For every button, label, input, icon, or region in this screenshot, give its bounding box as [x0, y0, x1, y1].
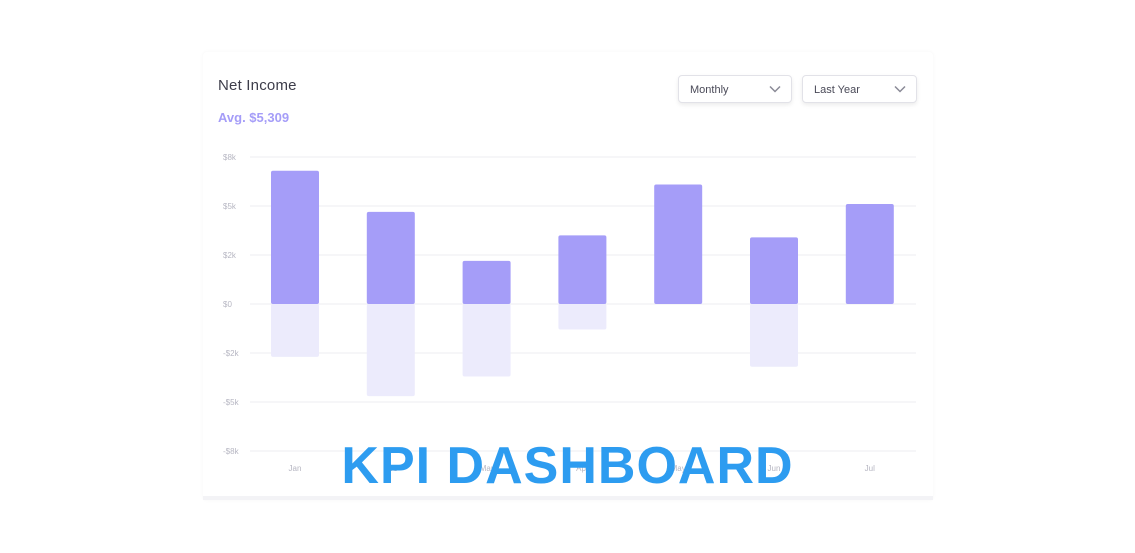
y-tick-label: $2k: [223, 251, 237, 260]
bar-positive: [845, 204, 894, 304]
range-select[interactable]: Last Year: [802, 75, 917, 103]
bar-positive: [654, 184, 703, 304]
bar-negative: [558, 304, 607, 330]
range-select-value: Last Year: [814, 84, 860, 96]
y-tick-label: -$2k: [223, 349, 240, 358]
bar-positive: [750, 237, 798, 304]
y-tick-label: $8k: [223, 153, 237, 162]
x-tick-label: Feb: [384, 464, 398, 473]
y-tick-label: $0: [223, 300, 232, 309]
y-tick-label: -$5k: [223, 398, 240, 407]
period-select-value: Monthly: [690, 84, 729, 96]
bar-positive: [462, 260, 511, 304]
card-footer-divider: [203, 496, 933, 500]
bar-positive: [558, 235, 607, 304]
y-tick-label: -$8k: [223, 447, 240, 456]
kpi-dashboard-heading: KPI DASHBOARD: [341, 437, 794, 495]
y-tick-label: $5k: [223, 202, 237, 211]
average-value: Avg. $5,309: [218, 110, 290, 125]
period-select[interactable]: Monthly: [678, 75, 792, 103]
bar-negative: [750, 304, 798, 367]
x-tick-label: Jan: [289, 464, 302, 473]
bar-negative: [462, 304, 511, 377]
x-tick-label: Jun: [768, 464, 781, 473]
x-tick-label: Jul: [865, 464, 875, 473]
x-tick-label: May: [671, 464, 686, 473]
bar-positive: [271, 170, 319, 304]
bar-positive: [366, 211, 415, 304]
x-tick-label: Apr: [576, 464, 589, 473]
bar-negative: [366, 304, 415, 397]
chevron-down-icon: [894, 85, 906, 93]
x-tick-label: Mar: [480, 464, 494, 473]
chevron-down-icon: [769, 85, 781, 93]
chart-title: Net Income: [218, 77, 297, 94]
bar-negative: [271, 304, 319, 357]
